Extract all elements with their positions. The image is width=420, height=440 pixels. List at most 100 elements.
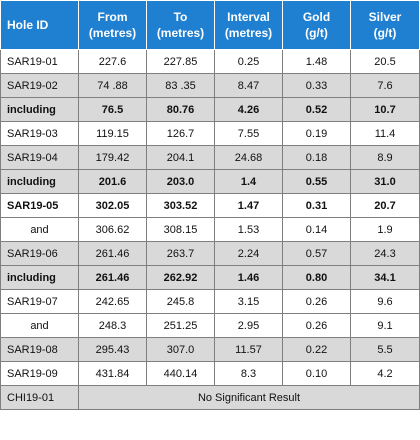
table-row: SAR19-06 261.46 263.7 2.24 0.57 24.3 <box>0 241 420 266</box>
cell-silver: 10.7 <box>350 97 420 122</box>
cell-gold: 0.19 <box>282 121 351 146</box>
table-row: SAR19-07 242.65 245.8 3.15 0.26 9.6 <box>0 289 420 314</box>
header-gold: Gold (g/t) <box>282 0 351 50</box>
cell-from: 119.15 <box>78 121 147 146</box>
cell-hole-id: SAR19-04 <box>0 145 79 170</box>
cell-from: 74 .88 <box>78 73 147 98</box>
cell-hole-id: SAR19-06 <box>0 241 79 266</box>
table-row: SAR19-09 431.84 440.14 8.3 0.10 4.2 <box>0 361 420 386</box>
cell-interval: 2.95 <box>214 313 283 338</box>
cell-interval: 8.47 <box>214 73 283 98</box>
cell-to: 307.0 <box>146 337 215 362</box>
cell-to: 126.7 <box>146 121 215 146</box>
cell-hole-id: and <box>0 313 79 338</box>
header-to: To (metres) <box>146 0 215 50</box>
cell-gold: 0.80 <box>282 265 351 290</box>
cell-from: 201.6 <box>78 169 147 194</box>
cell-silver: 4.2 <box>350 361 420 386</box>
cell-interval: 1.47 <box>214 193 283 218</box>
cell-interval: 7.55 <box>214 121 283 146</box>
cell-silver: 34.1 <box>350 265 420 290</box>
cell-interval: 1.4 <box>214 169 283 194</box>
table-row: and 248.3 251.25 2.95 0.26 9.1 <box>0 313 420 338</box>
no-result-note: No Significant Result <box>78 385 420 410</box>
cell-interval: 3.15 <box>214 289 283 314</box>
cell-to: 245.8 <box>146 289 215 314</box>
cell-hole-id: and <box>0 217 79 242</box>
cell-hole-id: CHI19-01 <box>0 385 79 410</box>
cell-to: 83 .35 <box>146 73 215 98</box>
table-row: including 261.46 262.92 1.46 0.80 34.1 <box>0 265 420 290</box>
cell-interval: 0.25 <box>214 49 283 74</box>
table-row: SAR19-03 119.15 126.7 7.55 0.19 11.4 <box>0 121 420 146</box>
cell-to: 440.14 <box>146 361 215 386</box>
cell-gold: 0.26 <box>282 313 351 338</box>
cell-gold: 0.52 <box>282 97 351 122</box>
cell-from: 295.43 <box>78 337 147 362</box>
cell-interval: 11.57 <box>214 337 283 362</box>
table-row: CHI19-01 No Significant Result <box>0 385 420 410</box>
cell-from: 302.05 <box>78 193 147 218</box>
table-row: SAR19-02 74 .88 83 .35 8.47 0.33 7.6 <box>0 73 420 98</box>
cell-silver: 7.6 <box>350 73 420 98</box>
cell-to: 303.52 <box>146 193 215 218</box>
cell-from: 242.65 <box>78 289 147 314</box>
cell-gold: 0.18 <box>282 145 351 170</box>
cell-silver: 9.6 <box>350 289 420 314</box>
cell-hole-id: SAR19-05 <box>0 193 79 218</box>
cell-to: 227.85 <box>146 49 215 74</box>
cell-interval: 1.53 <box>214 217 283 242</box>
cell-from: 306.62 <box>78 217 147 242</box>
cell-hole-id: SAR19-03 <box>0 121 79 146</box>
cell-interval: 2.24 <box>214 241 283 266</box>
cell-from: 248.3 <box>78 313 147 338</box>
cell-gold: 0.55 <box>282 169 351 194</box>
cell-interval: 1.46 <box>214 265 283 290</box>
cell-gold: 0.26 <box>282 289 351 314</box>
cell-hole-id: SAR19-09 <box>0 361 79 386</box>
table-row: including 76.5 80.76 4.26 0.52 10.7 <box>0 97 420 122</box>
cell-from: 261.46 <box>78 265 147 290</box>
cell-hole-id: SAR19-08 <box>0 337 79 362</box>
cell-from: 227.6 <box>78 49 147 74</box>
cell-silver: 24.3 <box>350 241 420 266</box>
cell-hole-id: including <box>0 97 79 122</box>
cell-to: 203.0 <box>146 169 215 194</box>
table-row: and 306.62 308.15 1.53 0.14 1.9 <box>0 217 420 242</box>
cell-silver: 11.4 <box>350 121 420 146</box>
cell-gold: 0.57 <box>282 241 351 266</box>
cell-to: 308.15 <box>146 217 215 242</box>
cell-to: 262.92 <box>146 265 215 290</box>
table-row: SAR19-01 227.6 227.85 0.25 1.48 20.5 <box>0 49 420 74</box>
cell-from: 179.42 <box>78 145 147 170</box>
header-from: From (metres) <box>78 0 147 50</box>
cell-hole-id: including <box>0 169 79 194</box>
cell-gold: 0.33 <box>282 73 351 98</box>
header-interval: Interval (metres) <box>214 0 283 50</box>
cell-hole-id: SAR19-01 <box>0 49 79 74</box>
cell-hole-id: SAR19-07 <box>0 289 79 314</box>
cell-silver: 1.9 <box>350 217 420 242</box>
cell-silver: 31.0 <box>350 169 420 194</box>
cell-gold: 0.22 <box>282 337 351 362</box>
cell-to: 204.1 <box>146 145 215 170</box>
cell-from: 431.84 <box>78 361 147 386</box>
cell-hole-id: SAR19-02 <box>0 73 79 98</box>
cell-from: 261.46 <box>78 241 147 266</box>
cell-from: 76.5 <box>78 97 147 122</box>
drill-results-table: Hole ID From (metres) To (metres) Interval… <box>0 0 420 410</box>
header-silver: Silver (g/t) <box>350 0 420 50</box>
cell-gold: 0.31 <box>282 193 351 218</box>
cell-silver: 5.5 <box>350 337 420 362</box>
cell-silver: 20.7 <box>350 193 420 218</box>
cell-interval: 4.26 <box>214 97 283 122</box>
cell-gold: 1.48 <box>282 49 351 74</box>
cell-to: 80.76 <box>146 97 215 122</box>
cell-silver: 9.1 <box>350 313 420 338</box>
cell-hole-id: including <box>0 265 79 290</box>
table-row: SAR19-05 302.05 303.52 1.47 0.31 20.7 <box>0 193 420 218</box>
cell-to: 263.7 <box>146 241 215 266</box>
cell-interval: 24.68 <box>214 145 283 170</box>
cell-silver: 8.9 <box>350 145 420 170</box>
cell-gold: 0.10 <box>282 361 351 386</box>
